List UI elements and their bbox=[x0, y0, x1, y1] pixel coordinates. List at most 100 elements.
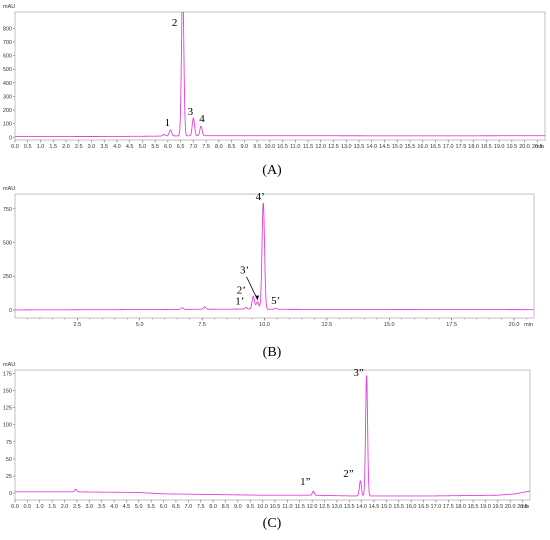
y-axis-unit: mAU bbox=[3, 362, 15, 368]
x-tick-label: 5.0 bbox=[139, 144, 147, 150]
x-tick-label: 16.5 bbox=[418, 504, 429, 510]
x-tick-label: 9.5 bbox=[253, 144, 261, 150]
x-tick-label: 2.5 bbox=[75, 144, 83, 150]
x-tick-label: 20.0 bbox=[519, 144, 530, 150]
x-tick-label: 18.0 bbox=[455, 504, 466, 510]
x-tick-label: 15.0 bbox=[381, 504, 392, 510]
x-tick-label: 3.5 bbox=[98, 504, 106, 510]
x-tick-label: 6.5 bbox=[172, 504, 180, 510]
x-tick-label: 2.0 bbox=[62, 144, 70, 150]
x-tick-label: 0.0 bbox=[11, 144, 19, 150]
x-tick-label: 18.5 bbox=[481, 144, 492, 150]
x-tick-label: 2.5 bbox=[73, 504, 81, 510]
x-tick-label: 6.5 bbox=[177, 144, 185, 150]
x-tick-label: 1.5 bbox=[48, 504, 56, 510]
peak-label: 5’ bbox=[271, 295, 280, 307]
x-axis-unit: min bbox=[535, 144, 544, 150]
x-tick-label: 0.0 bbox=[11, 504, 19, 510]
x-tick-label: 16.0 bbox=[406, 504, 417, 510]
x-tick-label: 11.0 bbox=[290, 144, 300, 150]
peak-label: 2” bbox=[343, 468, 354, 480]
x-tick-label: 13.5 bbox=[354, 144, 365, 150]
y-tick-label: 0 bbox=[9, 135, 12, 141]
x-tick-label: 11.0 bbox=[282, 504, 292, 510]
chromatogram-trace bbox=[15, 375, 530, 497]
peak-label: 3” bbox=[353, 367, 364, 379]
x-tick-label: 17.5 bbox=[443, 504, 454, 510]
x-tick-label: 12.0 bbox=[315, 144, 326, 150]
x-tick-label: 15.5 bbox=[405, 144, 416, 150]
y-tick-label: 500 bbox=[3, 67, 12, 73]
y-tick-label: 0 bbox=[9, 491, 12, 497]
x-tick-label: 19.0 bbox=[480, 504, 491, 510]
x-tick-label: 4.0 bbox=[113, 144, 121, 150]
y-tick-label: 300 bbox=[3, 94, 12, 100]
x-tick-label: 7.5 bbox=[197, 504, 205, 510]
peak-label: 3 bbox=[188, 106, 194, 118]
x-tick-label: 8.0 bbox=[215, 144, 223, 150]
x-tick-label: 13.5 bbox=[344, 504, 355, 510]
y-tick-label: 250 bbox=[3, 274, 12, 280]
y-tick-label: 175 bbox=[3, 371, 12, 377]
x-tick-label: 1.0 bbox=[37, 144, 45, 150]
x-tick-label: 5.5 bbox=[147, 504, 155, 510]
x-tick-label: 2.0 bbox=[61, 504, 69, 510]
x-tick-label: 19.5 bbox=[492, 504, 503, 510]
x-tick-label: 20.5 bbox=[532, 144, 543, 150]
x-tick-label: 12.5 bbox=[328, 144, 339, 150]
plot-frame bbox=[14, 11, 546, 141]
x-tick-label: 10.0 bbox=[257, 504, 268, 510]
panel-label: (A) bbox=[262, 163, 282, 178]
x-tick-label: 1.5 bbox=[49, 144, 57, 150]
x-tick-label: 19.0 bbox=[494, 144, 505, 150]
x-tick-label: 7.0 bbox=[184, 504, 192, 510]
y-axis-unit: mAU bbox=[3, 186, 15, 192]
x-tick-label: 18.0 bbox=[468, 144, 479, 150]
x-tick-label: 12.5 bbox=[322, 322, 333, 328]
x-tick-label: 11.5 bbox=[303, 144, 313, 150]
x-tick-label: 17.0 bbox=[443, 144, 454, 150]
peak-label: 1’ bbox=[235, 296, 244, 308]
peak-label: 4’ bbox=[256, 191, 265, 203]
peak-label: 4 bbox=[199, 113, 205, 125]
x-tick-label: 17.5 bbox=[446, 322, 457, 328]
x-tick-label: 12.5 bbox=[319, 504, 330, 510]
x-tick-label: 6.0 bbox=[164, 144, 172, 150]
x-tick-label: 15.0 bbox=[384, 322, 395, 328]
y-tick-label: 600 bbox=[3, 54, 12, 60]
y-axis-unit: mAU bbox=[3, 4, 15, 10]
x-tick-label: 14.5 bbox=[379, 144, 390, 150]
chromatogram-trace bbox=[15, 12, 545, 138]
x-tick-label: 17.0 bbox=[431, 504, 442, 510]
x-tick-label: 5.0 bbox=[136, 322, 144, 328]
y-tick-label: 800 bbox=[3, 26, 12, 32]
x-tick-label: 3.5 bbox=[100, 144, 108, 150]
y-tick-label: 50 bbox=[6, 457, 12, 463]
x-tick-label: 4.5 bbox=[126, 144, 134, 150]
y-tick-label: 25 bbox=[6, 474, 12, 480]
panel-B: 0 250 500 750 2.5 5.0 7.5 10.0 12.5 15.0 17.5 20.0 m… bbox=[3, 186, 535, 360]
x-tick-label: 7.5 bbox=[198, 322, 206, 328]
y-tick-label: 400 bbox=[3, 81, 12, 87]
x-axis-unit: min bbox=[524, 322, 533, 328]
y-tick-label: 75 bbox=[6, 440, 12, 446]
x-tick-label: 8.0 bbox=[209, 504, 217, 510]
x-tick-label: 10.0 bbox=[259, 322, 270, 328]
x-tick-label: 10.0 bbox=[264, 144, 275, 150]
x-tick-label: 3.0 bbox=[88, 144, 96, 150]
x-tick-label: 6.0 bbox=[160, 504, 168, 510]
x-tick-label: 18.5 bbox=[468, 504, 479, 510]
panel-label: (B) bbox=[263, 345, 282, 360]
x-tick-label: 15.0 bbox=[392, 144, 403, 150]
y-tick-label: 0 bbox=[9, 308, 12, 314]
x-tick-label: 13.0 bbox=[332, 504, 343, 510]
y-tick-label: 150 bbox=[3, 389, 12, 395]
peak-label: 1 bbox=[165, 117, 171, 129]
y-tick-label: 100 bbox=[3, 423, 12, 429]
y-tick-label: 100 bbox=[3, 122, 12, 128]
peak-arrowhead bbox=[255, 295, 260, 300]
x-tick-label: 10.5 bbox=[270, 504, 281, 510]
x-axis-unit: min bbox=[520, 504, 529, 510]
plot-frame bbox=[14, 193, 535, 319]
x-tick-label: 20.0 bbox=[505, 504, 516, 510]
